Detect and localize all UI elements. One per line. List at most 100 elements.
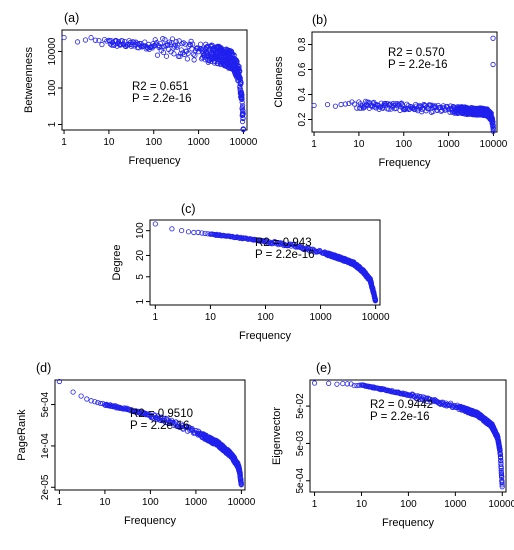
data-point-a-74	[154, 52, 161, 58]
data-point-a-114	[184, 56, 190, 62]
y-tick-label-d-1: 1e-04	[40, 433, 51, 459]
data-point-a-82	[160, 49, 167, 56]
data-point-a-103	[176, 38, 182, 44]
data-point-a-94	[169, 36, 176, 42]
x-tick-label-b-1: 10	[353, 139, 365, 150]
y-tick-label-d-2: 5e-04	[40, 391, 51, 417]
data-point-c-123	[312, 249, 318, 255]
data-point-d-487	[238, 480, 244, 486]
data-point-d-6	[95, 399, 101, 406]
data-point-e-480	[498, 472, 505, 478]
x-tick-label-b-2: 100	[395, 139, 412, 150]
data-point-e-482	[499, 474, 505, 480]
data-point-a-131	[197, 41, 204, 47]
data-point-a-109	[181, 40, 187, 46]
data-point-a-474	[239, 105, 245, 111]
data-point-a-5	[96, 37, 102, 44]
x-tick-label-b-0: 1	[311, 139, 317, 150]
data-point-e-454	[496, 443, 503, 450]
chart-b-svg: 1 10 100 1000 10000 0.2 0.4 0.6 0.8 Frequency Clos…	[273, 13, 508, 169]
data-point-c-78	[271, 239, 277, 246]
outlier-point-b-0	[490, 35, 496, 41]
panel-label-e: (e)	[316, 361, 331, 375]
data-point-d-0	[56, 378, 63, 385]
x-tick-label-a-4: 10000	[230, 137, 258, 148]
plot-frame-b	[311, 31, 498, 133]
data-point-a-478	[240, 102, 246, 109]
data-point-d-4	[88, 398, 94, 404]
data-point-e-460	[497, 449, 503, 455]
data-point-d-2	[78, 393, 84, 399]
chart-c-svg: 1 10 100 1000 10000 1 5 20 100 Frequency Degree (c)…	[111, 202, 390, 342]
x-tick-label-a-3: 1000	[187, 137, 210, 148]
y-axis-title-e: Eigenvector	[271, 407, 283, 465]
data-point-e-0	[311, 380, 318, 386]
data-point-e-465	[497, 451, 503, 458]
annotation-c-1: P = 2.2e-16	[255, 249, 315, 261]
data-point-a-99	[173, 39, 179, 45]
x-tick-label-d-1: 10	[99, 497, 111, 508]
x-tick-label-d-2: 100	[142, 497, 159, 508]
data-point-a-57	[142, 39, 148, 45]
y-axis-title-b: Closeness	[273, 56, 285, 108]
data-point-c-5	[195, 229, 201, 235]
outlier-point-b-1	[490, 61, 496, 68]
data-point-a-470	[239, 96, 245, 102]
data-point-a-119	[188, 38, 194, 44]
y-tick-label-a-2: 10000	[47, 37, 58, 65]
data-point-a-86	[163, 53, 170, 59]
data-point-c-4	[191, 229, 197, 236]
data-point-e-488	[499, 484, 505, 490]
data-point-b-62	[395, 101, 402, 107]
x-tick-label-b-3: 1000	[437, 139, 460, 150]
data-point-a-73	[154, 40, 160, 46]
x-axis-title-a: Frequency	[129, 155, 181, 167]
annotation-e-0: R2 = 0.9442	[370, 399, 433, 411]
data-point-a-106	[178, 47, 185, 53]
x-axis-title-e: Frequency	[382, 517, 434, 529]
y-tick-label-e-2: 5e-02	[295, 393, 306, 419]
y-tick-label-d-0: 2e-05	[40, 474, 51, 500]
data-point-b-486	[490, 123, 496, 129]
data-point-c-3	[185, 229, 192, 235]
x-tick-label-e-0: 1	[312, 499, 318, 510]
annotation-b-0: R2 = 0.570	[388, 47, 445, 59]
data-point-a-115	[185, 50, 191, 56]
data-point-d-5	[92, 399, 98, 405]
data-point-a-124	[192, 52, 198, 59]
x-tick-label-c-2: 100	[257, 312, 274, 323]
chart-a-svg: 1 10 100 1000 10000 1 100 10000 Frequency Between…	[23, 11, 258, 167]
y-tick-label-a-0: 1	[47, 121, 58, 127]
data-point-a-1	[74, 39, 81, 45]
data-point-a-2	[82, 37, 89, 43]
x-tick-label-a-0: 1	[61, 137, 67, 148]
x-tick-label-c-4: 10000	[362, 312, 390, 323]
x-axis-title-d: Frequency	[124, 515, 176, 527]
data-point-b-89	[416, 103, 422, 110]
plot-frame-a	[61, 29, 248, 131]
data-point-a-440	[237, 68, 243, 74]
x-tick-label-e-3: 1000	[444, 499, 467, 510]
data-point-b-4	[342, 101, 349, 107]
x-tick-label-d-0: 1	[57, 497, 63, 508]
y-tick-label-b-3: 0.8	[297, 37, 308, 51]
chart-panel-b: 1 10 100 1000 10000 0.2 0.4 0.6 0.8 Frequency Clos…	[258, 0, 514, 195]
chart-panel-a: 1 10 100 1000 10000 1 100 10000 Frequency Between…	[0, 0, 258, 180]
data-point-b-1	[324, 101, 331, 108]
x-tick-label-e-4: 10000	[488, 499, 514, 510]
data-point-a-84	[162, 37, 168, 43]
data-point-c-65	[259, 237, 265, 244]
x-axis-title-b: Frequency	[379, 157, 431, 169]
y-tick-label-c-3: 100	[135, 222, 146, 239]
data-point-b-0	[311, 102, 317, 109]
data-point-a-345	[229, 48, 235, 55]
y-tick-label-c-2: 20	[135, 249, 146, 261]
y-tick-label-e-0: 5e-04	[295, 468, 306, 494]
data-point-d-115	[182, 424, 188, 430]
data-point-c-2	[179, 227, 185, 234]
data-point-b-96	[421, 101, 427, 108]
x-tick-label-a-2: 100	[145, 137, 162, 148]
y-tick-label-b-2: 0.6	[297, 62, 308, 76]
data-point-a-3	[88, 35, 94, 41]
data-point-b-3	[338, 101, 344, 108]
